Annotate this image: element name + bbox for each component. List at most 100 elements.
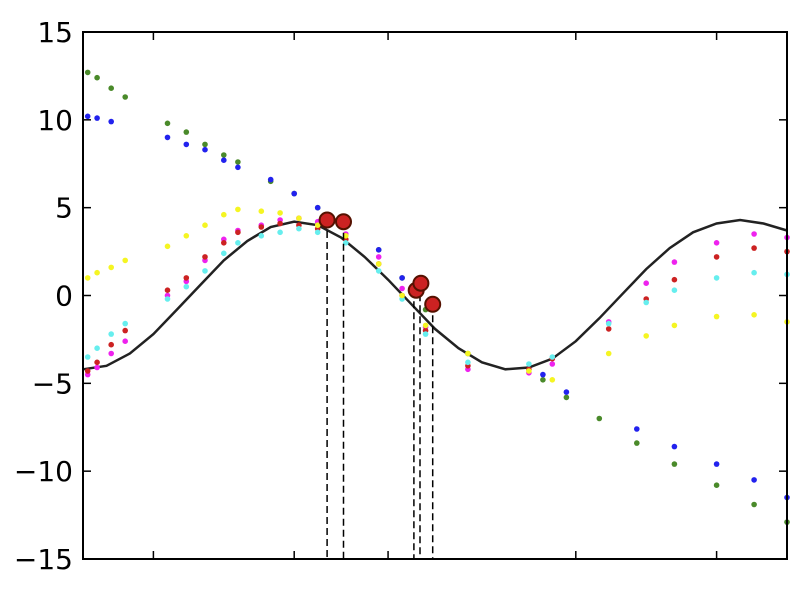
series-3-point-24 xyxy=(751,245,757,251)
series-5-point-24 xyxy=(751,312,757,318)
series-4-point-16 xyxy=(422,331,429,337)
series-5-point-15 xyxy=(399,292,405,299)
series-0-point-17 xyxy=(540,377,546,383)
series-2-point-24 xyxy=(751,231,757,237)
highlight-marker-1 xyxy=(335,213,352,231)
y-axis-tick-labels: −15 −10 −5 0 5 10 15 xyxy=(14,16,73,576)
series-1-point-1 xyxy=(94,115,100,121)
y-tick-label: −5 xyxy=(32,367,73,400)
series-1-point-2 xyxy=(108,118,114,125)
series-1-point-10 xyxy=(314,204,321,211)
series-0-point-18 xyxy=(563,394,570,401)
series-5-point-1 xyxy=(94,269,100,276)
series-4-point-6 xyxy=(202,268,208,274)
y-tick-label: 0 xyxy=(55,280,73,313)
series-5-point-16 xyxy=(422,322,429,329)
series-3-point-7 xyxy=(221,240,227,246)
series-2-point-1 xyxy=(94,364,100,371)
y-tick-label: −15 xyxy=(14,543,73,576)
series-0-point-5 xyxy=(183,129,190,135)
series-3-point-22 xyxy=(671,276,678,283)
series-1-point-15 xyxy=(563,389,570,395)
series-1-point-18 xyxy=(713,461,720,467)
series-3-point-1 xyxy=(94,359,100,366)
series-4-point-21 xyxy=(643,299,649,306)
series-2-point-21 xyxy=(643,280,649,287)
series-1-point-13 xyxy=(399,275,405,281)
series-1-point-12 xyxy=(375,247,382,253)
series-0-point-22 xyxy=(713,482,720,489)
plot-frame xyxy=(82,31,788,560)
series-0-point-0 xyxy=(84,69,91,76)
series-0-point-7 xyxy=(221,152,227,158)
series-1-point-4 xyxy=(183,141,190,148)
series-2-point-23 xyxy=(713,240,720,246)
series-1-point-6 xyxy=(221,157,227,163)
series-0-point-23 xyxy=(751,501,757,508)
highlight-marker-0 xyxy=(318,211,336,229)
series-5-point-8 xyxy=(235,206,241,213)
series-4-point-22 xyxy=(671,287,678,294)
series-1-point-16 xyxy=(634,426,640,432)
series-5-point-7 xyxy=(221,211,227,218)
series-4-point-14 xyxy=(375,268,382,274)
series-5-point-22 xyxy=(671,322,678,329)
series-2-point-2 xyxy=(108,350,114,357)
y-tick-label: 10 xyxy=(37,104,73,137)
y-tick-label: 15 xyxy=(37,16,73,49)
curve-layer xyxy=(82,218,788,371)
series-3-point-10 xyxy=(277,220,283,227)
points-layer xyxy=(84,69,790,525)
vlines-layer xyxy=(326,220,434,559)
series-5-point-17 xyxy=(465,350,471,357)
series-0-point-2 xyxy=(108,85,114,91)
series-4-point-5 xyxy=(183,283,190,290)
series-3-point-6 xyxy=(202,254,208,260)
series-3-point-0 xyxy=(84,368,91,374)
series-3-point-5 xyxy=(183,275,190,281)
y-tick-label: 5 xyxy=(55,192,73,225)
series-4-point-3 xyxy=(122,320,128,327)
series-5-point-6 xyxy=(202,222,208,228)
series-5-point-5 xyxy=(183,233,190,239)
highlight-marker-3 xyxy=(412,274,430,292)
series-5-point-19 xyxy=(549,377,556,383)
series-3-point-2 xyxy=(108,341,114,348)
series-4-point-1 xyxy=(94,345,100,352)
series-4-point-24 xyxy=(751,269,757,276)
series-4-point-19 xyxy=(549,354,556,360)
series-5-point-13 xyxy=(343,233,349,239)
series-5-point-12 xyxy=(314,222,321,228)
series-1-point-9 xyxy=(291,190,298,197)
series-0-point-4 xyxy=(164,120,171,127)
series-0-point-19 xyxy=(596,415,603,422)
series-5-point-0 xyxy=(84,275,91,281)
series-4-point-0 xyxy=(84,354,91,360)
series-1-point-0 xyxy=(84,113,91,120)
series-4-point-12 xyxy=(314,229,321,236)
series-1-point-7 xyxy=(235,164,241,171)
series-4-point-20 xyxy=(605,320,612,327)
series-1-point-14 xyxy=(540,371,546,378)
series-1-point-17 xyxy=(671,443,678,450)
series-0-point-1 xyxy=(94,74,100,81)
series-1-point-5 xyxy=(202,146,208,153)
series-5-point-20 xyxy=(605,350,612,357)
series-5-point-3 xyxy=(122,257,128,264)
series-4-point-4 xyxy=(164,296,171,302)
series-1-point-3 xyxy=(164,134,171,141)
series-5-point-21 xyxy=(643,333,649,339)
series-2-point-19 xyxy=(549,361,556,367)
series-1-point-19 xyxy=(751,477,757,483)
series-4-point-2 xyxy=(108,331,114,337)
series-3-point-4 xyxy=(164,287,171,294)
y-tick-label: −10 xyxy=(14,455,73,488)
series-0-point-21 xyxy=(671,461,678,467)
series-5-point-4 xyxy=(164,243,171,250)
series-2-point-15 xyxy=(399,285,405,292)
series-3-point-3 xyxy=(122,327,128,334)
series-1-point-8 xyxy=(267,176,274,183)
series-4-point-10 xyxy=(277,229,283,236)
series-2-point-14 xyxy=(375,254,382,260)
